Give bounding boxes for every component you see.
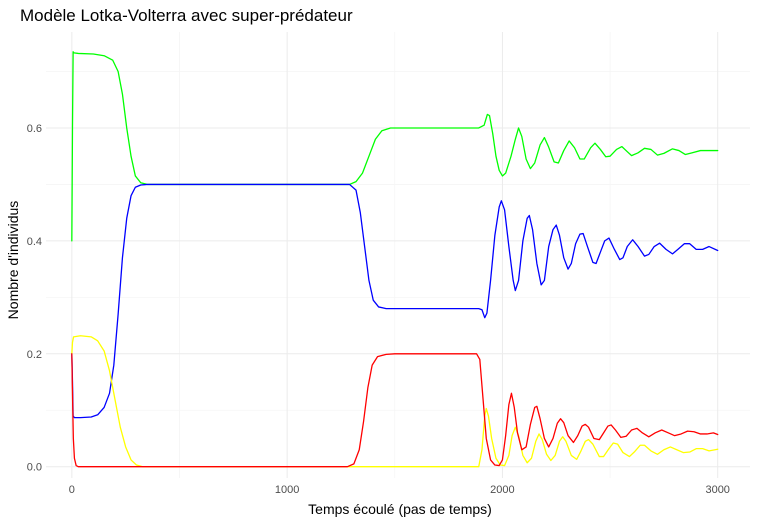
y-tick-label: 0.2	[27, 349, 42, 361]
x-tick-label: 3000	[705, 484, 729, 496]
y-axis-title: Nombre d'individus	[5, 201, 21, 320]
series-line-3	[71, 335, 719, 468]
x-tick-label: 0	[69, 484, 75, 496]
x-axis-title: Temps écoulé (pas de temps)	[308, 501, 492, 517]
x-tick-label: 2000	[490, 484, 514, 496]
y-tick-label: 0.0	[27, 462, 42, 474]
tick-labels: 0 1000 2000 3000 0.0 0.2 0.4 0.6	[27, 123, 730, 496]
y-tick-label: 0.4	[27, 236, 42, 248]
series-line-1	[71, 51, 719, 242]
y-tick-label: 0.6	[27, 123, 42, 135]
x-tick-label: 1000	[275, 484, 299, 496]
series-lines	[71, 51, 719, 468]
chart-title: Modèle Lotka-Volterra avec super-prédate…	[20, 6, 353, 25]
series-line-4	[71, 353, 719, 468]
series-line-2	[71, 183, 719, 419]
